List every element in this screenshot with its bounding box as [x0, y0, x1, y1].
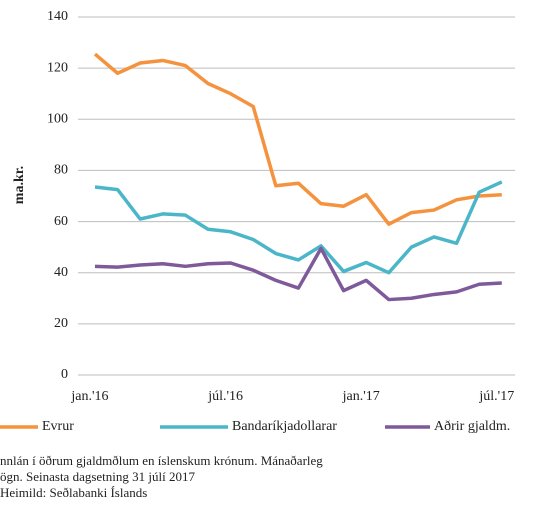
y-tick-label: 20 — [54, 316, 68, 331]
x-tick-label: júl.'17 — [478, 389, 514, 404]
footnote: ögn. Seinasta dagsetning 31 júlí 2017 — [0, 469, 195, 484]
y-tick-label: 120 — [47, 60, 68, 75]
series-line — [93, 52, 502, 226]
y-tick-label: 40 — [54, 265, 68, 280]
y-axis-label: ma.kr. — [12, 166, 27, 204]
legend-label: Evrur — [42, 419, 74, 434]
x-tick-label: jan.'17 — [342, 389, 380, 404]
footnote: nnlán í öðrum gjaldmðlum en íslenskum kr… — [0, 453, 323, 468]
footnote: Heimild: Seðlabanki Íslands — [0, 485, 147, 500]
x-tick-label: jan.'16 — [70, 389, 108, 404]
legend-label: Aðrir gjaldm. — [434, 419, 510, 434]
y-tick-label: 140 — [47, 9, 68, 24]
y-tick-label: 100 — [47, 112, 68, 127]
series-line — [94, 180, 503, 275]
y-tick-label: 60 — [54, 214, 68, 229]
legend-label: Bandaríkjadollarar — [232, 419, 337, 434]
x-tick-label: júl.'16 — [207, 389, 243, 404]
y-tick-label: 80 — [54, 163, 68, 178]
series-line — [94, 246, 502, 302]
y-tick-label: 0 — [61, 367, 68, 382]
